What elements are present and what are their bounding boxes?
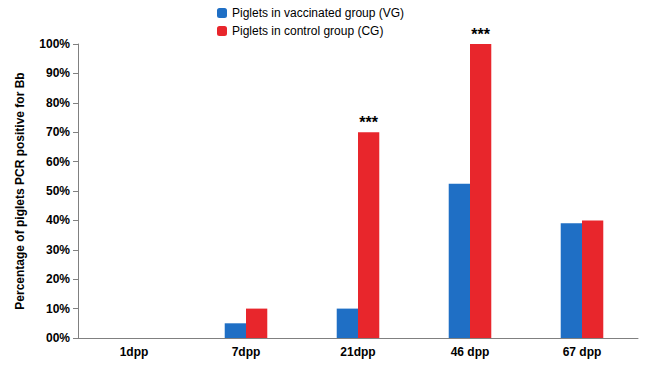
svg-text:Piglets in vaccinated group (V: Piglets in vaccinated group (VG) bbox=[232, 6, 404, 20]
svg-text:10%: 10% bbox=[46, 302, 70, 316]
svg-text:Percentage of piglets PCR posi: Percentage of piglets PCR positive for B… bbox=[13, 72, 27, 309]
svg-text:7dpp: 7dpp bbox=[232, 345, 261, 359]
svg-text:100%: 100% bbox=[39, 37, 70, 51]
svg-text:20%: 20% bbox=[46, 272, 70, 286]
svg-text:***: *** bbox=[359, 114, 378, 131]
svg-text:60%: 60% bbox=[46, 155, 70, 169]
svg-text:Piglets in control group (CG): Piglets in control group (CG) bbox=[232, 24, 383, 38]
svg-text:70%: 70% bbox=[46, 125, 70, 139]
svg-text:***: *** bbox=[471, 26, 490, 43]
svg-text:21dpp: 21dpp bbox=[340, 345, 375, 359]
svg-text:90%: 90% bbox=[46, 66, 70, 80]
svg-text:46 dpp: 46 dpp bbox=[451, 345, 490, 359]
svg-text:00%: 00% bbox=[46, 331, 70, 345]
svg-text:30%: 30% bbox=[46, 243, 70, 257]
svg-text:40%: 40% bbox=[46, 213, 70, 227]
svg-text:67 dpp: 67 dpp bbox=[563, 345, 602, 359]
svg-text:80%: 80% bbox=[46, 96, 70, 110]
svg-text:1dpp: 1dpp bbox=[120, 345, 149, 359]
svg-text:50%: 50% bbox=[46, 184, 70, 198]
